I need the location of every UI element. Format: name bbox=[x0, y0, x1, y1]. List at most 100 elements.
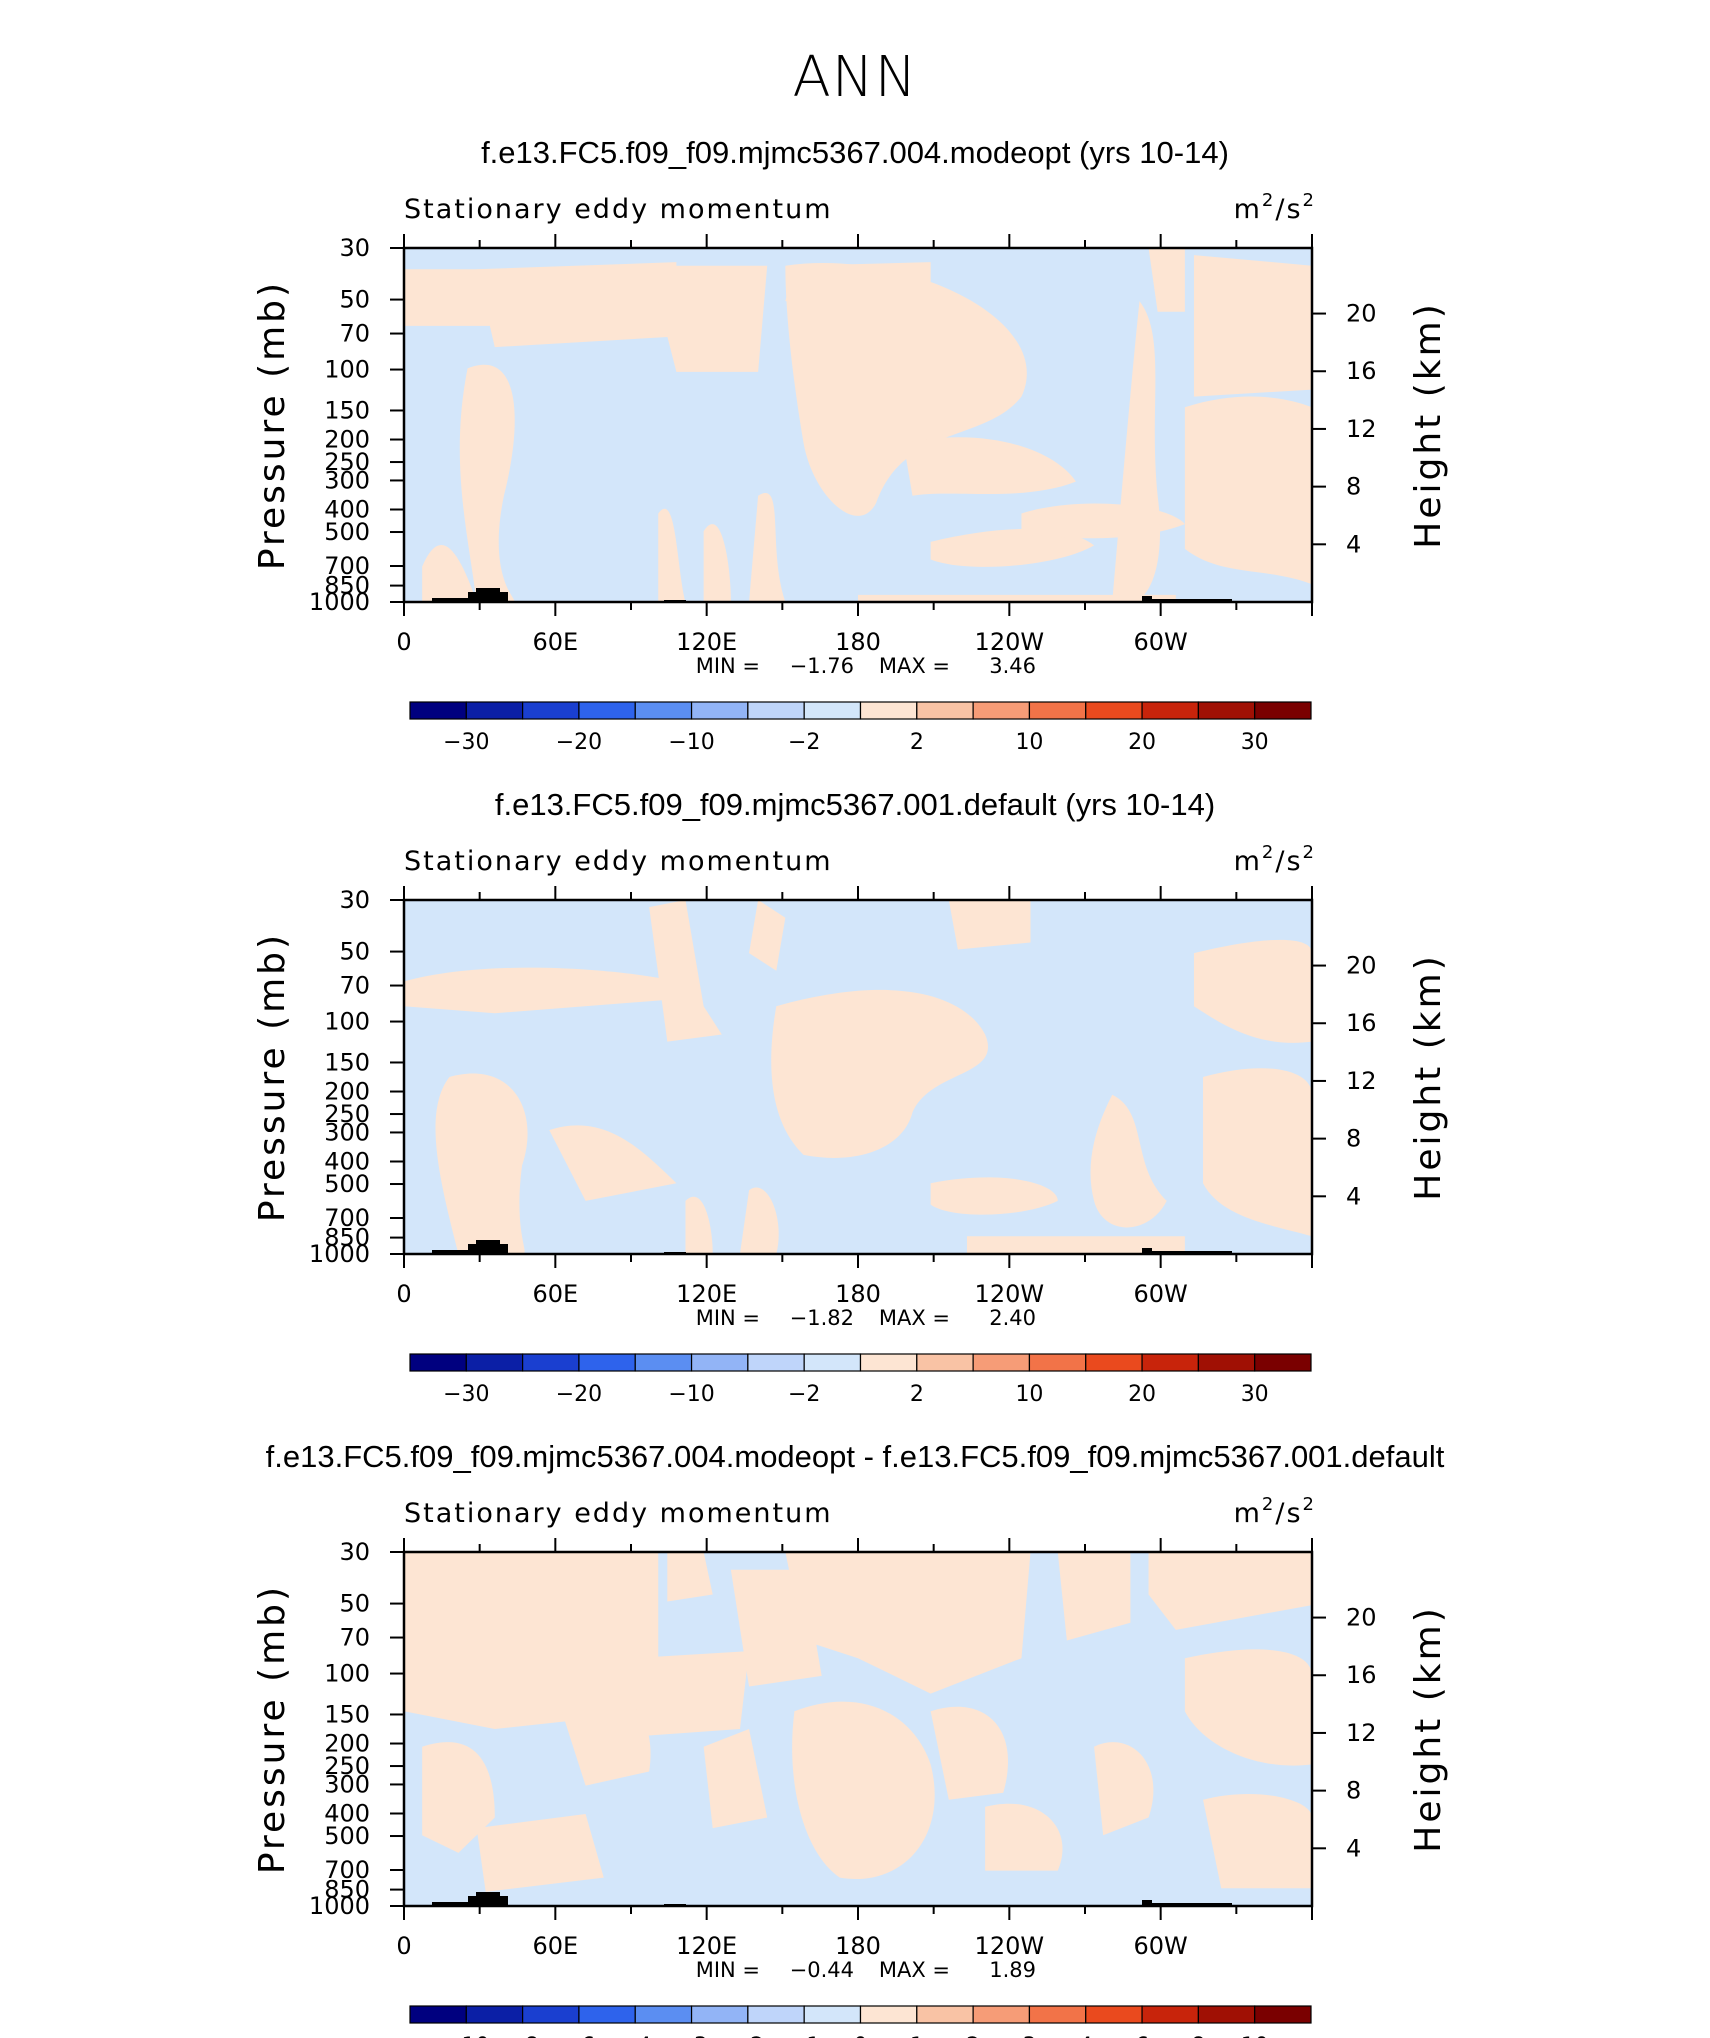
colorbar: −10−8−6−4−3−2−1012346810 bbox=[409, 2005, 1312, 2038]
positive-region bbox=[649, 900, 722, 1042]
y-tick-label: 100 bbox=[324, 1660, 370, 1688]
positive-region bbox=[459, 364, 515, 602]
y-tick-label: 50 bbox=[339, 1590, 370, 1618]
y-tick-label: 850 bbox=[324, 572, 370, 600]
y2-axis-label: Height (km) bbox=[1408, 1605, 1449, 1852]
colorbar-box bbox=[916, 701, 974, 720]
positive-region bbox=[476, 262, 677, 348]
colorbar-box bbox=[634, 1353, 693, 1372]
colorbar-box bbox=[859, 1353, 918, 1372]
colorbar-box bbox=[859, 701, 918, 720]
colorbar-label: 10 bbox=[1241, 2034, 1269, 2038]
y-tick-label: 100 bbox=[324, 356, 370, 384]
panel-title: f.e13.FC5.f09_f09.mjmc5367.004.modeopt (… bbox=[481, 135, 1229, 170]
positive-region bbox=[404, 1552, 659, 1729]
positive-region bbox=[739, 1187, 779, 1254]
min-value: −0.44 bbox=[790, 1958, 854, 1982]
y2-tick-label: 16 bbox=[1346, 1009, 1377, 1037]
positive-region bbox=[649, 265, 768, 372]
min-label: MIN = bbox=[696, 1958, 760, 1982]
orography-bar bbox=[476, 1892, 500, 1906]
colorbar-label: −20 bbox=[556, 1382, 602, 1407]
x-tick-label: 0 bbox=[396, 1280, 411, 1308]
y-tick-label: 300 bbox=[324, 1770, 370, 1798]
positive-regions bbox=[404, 900, 1312, 1254]
colorbar-label: 10 bbox=[1015, 730, 1043, 755]
y-tick-label: 250 bbox=[324, 1100, 370, 1128]
positive-region bbox=[1148, 1552, 1312, 1630]
colorbar-box bbox=[803, 1353, 862, 1372]
colorbar-box bbox=[916, 2005, 974, 2024]
panel-title: f.e13.FC5.f09_f09.mjmc5367.001.default (… bbox=[495, 787, 1215, 822]
y-tick-label: 500 bbox=[324, 1170, 370, 1198]
colorbar-label: −3 bbox=[675, 2034, 707, 2038]
positive-region bbox=[1094, 1742, 1154, 1836]
min-value: −1.82 bbox=[790, 1306, 854, 1330]
colorbar-box bbox=[465, 2005, 524, 2024]
x-tick-label: 120E bbox=[676, 628, 737, 656]
y-tick-label: 150 bbox=[324, 396, 370, 424]
colorbar-label: 1 bbox=[910, 2034, 924, 2038]
page-title: ANN bbox=[792, 45, 917, 110]
colorbar-box bbox=[1141, 1353, 1199, 1372]
y-tick-label: 150 bbox=[324, 1700, 370, 1728]
positive-region bbox=[422, 1742, 495, 1853]
colorbar-label: 6 bbox=[1135, 2034, 1149, 2038]
x-tick-label: 60W bbox=[1134, 1280, 1188, 1308]
positive-region bbox=[1193, 939, 1312, 1043]
colorbar-box bbox=[972, 701, 1031, 720]
units-label: m2/s2 bbox=[1234, 1494, 1316, 1529]
x-tick-label: 120W bbox=[975, 1280, 1045, 1308]
colorbar-box bbox=[1197, 701, 1256, 720]
colorbar-box bbox=[972, 1353, 1031, 1372]
y-tick-label: 70 bbox=[339, 320, 370, 348]
positive-regions bbox=[404, 248, 1312, 602]
positive-region bbox=[685, 1196, 713, 1254]
x-tick-label: 60W bbox=[1134, 1932, 1188, 1960]
min-label: MIN = bbox=[696, 1306, 760, 1330]
y2-tick-label: 20 bbox=[1346, 300, 1377, 328]
positive-region bbox=[966, 1236, 1185, 1254]
positive-region bbox=[930, 1177, 1058, 1215]
positive-region bbox=[404, 967, 677, 1014]
positive-region bbox=[1184, 1649, 1312, 1766]
colorbar-box bbox=[1028, 701, 1087, 720]
min-value: −1.76 bbox=[790, 654, 854, 678]
positive-region bbox=[903, 437, 1076, 496]
y-tick-label: 1000 bbox=[309, 1240, 370, 1268]
orography-bar bbox=[476, 588, 500, 602]
positive-region bbox=[1203, 1068, 1312, 1237]
colorbar-box bbox=[803, 701, 862, 720]
colorbar-box bbox=[690, 701, 749, 720]
y-tick-label: 70 bbox=[339, 972, 370, 1000]
y-tick-label: 400 bbox=[324, 495, 370, 523]
colorbar-box bbox=[522, 701, 580, 720]
y-tick-label: 400 bbox=[324, 1799, 370, 1827]
x-tick-label: 60E bbox=[532, 1280, 578, 1308]
x-tick-label: 120E bbox=[676, 1280, 737, 1308]
y2-tick-label: 12 bbox=[1346, 1067, 1377, 1095]
y-tick-label: 250 bbox=[324, 448, 370, 476]
positive-regions bbox=[404, 1552, 1312, 1892]
y-tick-label: 200 bbox=[324, 426, 370, 454]
colorbar: −30 −20 −10 −2 2 10 20 30 bbox=[409, 701, 1312, 755]
x-tick-label: 180 bbox=[835, 1280, 881, 1308]
positive-region bbox=[985, 1803, 1063, 1871]
colorbar-label: −4 bbox=[619, 2034, 651, 2038]
colorbar-label: −8 bbox=[506, 2034, 538, 2038]
variable-label: Stationary eddy momentum bbox=[404, 194, 833, 225]
positive-region bbox=[703, 524, 731, 602]
max-label: MAX = bbox=[879, 654, 950, 678]
y-tick-label: 70 bbox=[339, 1624, 370, 1652]
panel-3: f.e13.FC5.f09_f09.mjmc5367.004.modeopt -… bbox=[252, 1439, 1449, 2038]
colorbar-box bbox=[690, 1353, 749, 1372]
variable-label: Stationary eddy momentum bbox=[404, 846, 833, 877]
max-label: MAX = bbox=[879, 1958, 950, 1982]
y-tick-label: 30 bbox=[339, 234, 370, 262]
colorbar-label: 30 bbox=[1241, 730, 1269, 755]
colorbar-box bbox=[522, 2005, 580, 2024]
y-tick-label: 250 bbox=[324, 1752, 370, 1780]
y-tick-label: 200 bbox=[324, 1078, 370, 1106]
y2-tick-label: 8 bbox=[1346, 1777, 1361, 1805]
y2-tick-label: 4 bbox=[1346, 530, 1361, 558]
